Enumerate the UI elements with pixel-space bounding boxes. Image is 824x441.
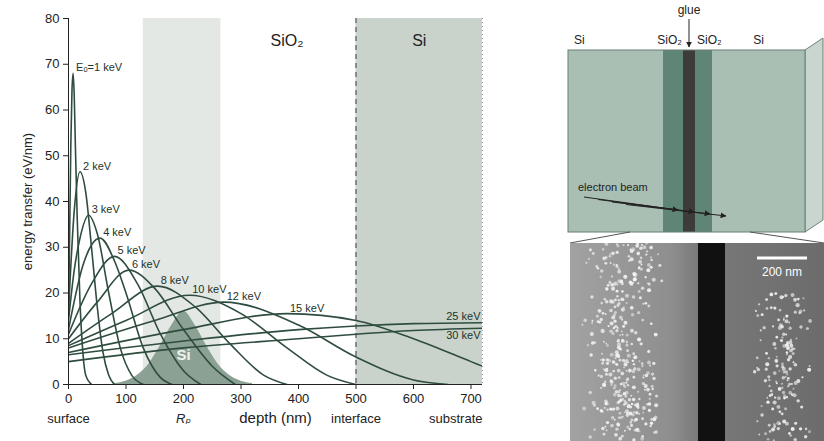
svg-text:Si: Si	[412, 32, 426, 49]
svg-text:5 keV: 5 keV	[118, 244, 147, 256]
svg-text:Si: Si	[176, 346, 191, 363]
svg-text:70: 70	[45, 56, 59, 71]
svg-text:600: 600	[403, 391, 425, 406]
svg-text:surface: surface	[47, 411, 90, 426]
svg-text:2 keV: 2 keV	[83, 160, 112, 172]
svg-text:80: 80	[45, 11, 59, 26]
svg-text:4 keV: 4 keV	[103, 226, 132, 238]
svg-text:interface: interface	[331, 411, 381, 426]
svg-text:energy transfer (eV/nm): energy transfer (eV/nm)	[20, 133, 35, 270]
svg-text:400: 400	[288, 391, 310, 406]
svg-text:100: 100	[115, 391, 137, 406]
svg-text:Eₒ=1 keV: Eₒ=1 keV	[76, 61, 123, 73]
svg-text:200 nm: 200 nm	[762, 265, 802, 279]
svg-text:Si: Si	[753, 33, 764, 47]
svg-text:200: 200	[173, 391, 195, 406]
svg-text:0: 0	[65, 391, 72, 406]
svg-text:40: 40	[45, 194, 59, 209]
svg-text:10 keV: 10 keV	[192, 283, 227, 295]
svg-text:20: 20	[45, 285, 59, 300]
svg-text:25 keV: 25 keV	[446, 310, 481, 322]
svg-text:electron beam: electron beam	[578, 181, 648, 193]
svg-text:50: 50	[45, 148, 59, 163]
svg-text:30 keV: 30 keV	[446, 329, 481, 341]
svg-text:300: 300	[230, 391, 252, 406]
svg-text:SiO₂: SiO₂	[697, 33, 722, 47]
svg-text:Si: Si	[574, 33, 585, 47]
svg-text:0: 0	[52, 377, 59, 392]
svg-text:SiO₂: SiO₂	[271, 32, 304, 49]
svg-text:substrate: substrate	[429, 411, 482, 426]
svg-text:15 keV: 15 keV	[290, 302, 325, 314]
svg-text:500: 500	[345, 391, 367, 406]
svg-text:glue: glue	[678, 3, 701, 17]
svg-text:depth (nm): depth (nm)	[239, 409, 312, 426]
svg-text:6 keV: 6 keV	[132, 258, 161, 270]
svg-text:3 keV: 3 keV	[92, 203, 121, 215]
svg-text:SiO₂: SiO₂	[657, 33, 682, 47]
svg-text:10: 10	[45, 331, 59, 346]
svg-text:30: 30	[45, 239, 59, 254]
svg-text:12 keV: 12 keV	[227, 290, 262, 302]
svg-text:700: 700	[460, 391, 482, 406]
svg-text:8 keV: 8 keV	[161, 274, 190, 286]
svg-text:Rₚ: Rₚ	[176, 411, 191, 426]
svg-text:60: 60	[45, 102, 59, 117]
